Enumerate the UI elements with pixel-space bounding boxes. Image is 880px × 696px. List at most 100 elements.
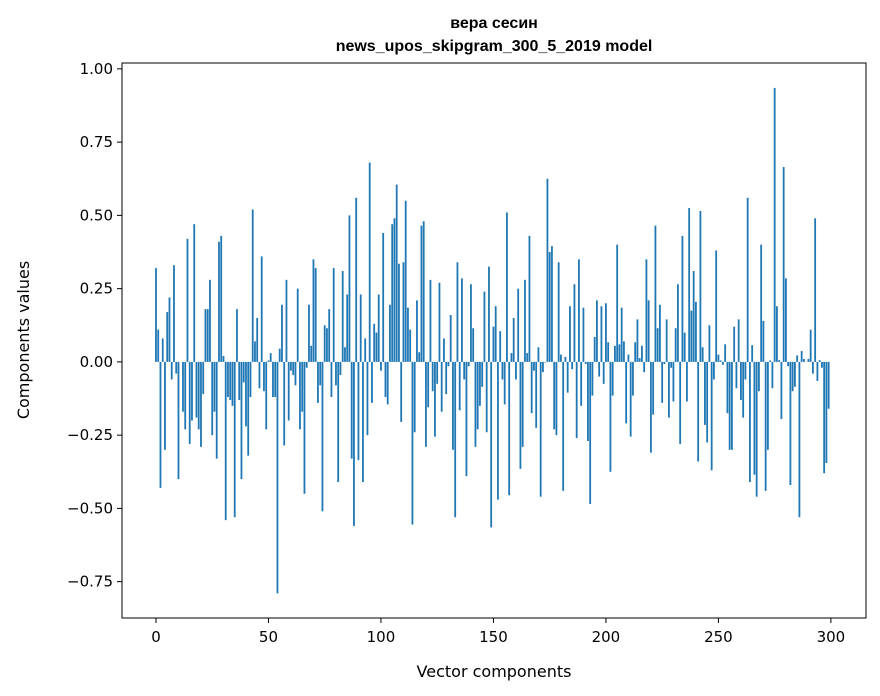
bar-141 bbox=[472, 328, 475, 362]
bar-33 bbox=[229, 361, 232, 400]
bar-91 bbox=[359, 294, 362, 362]
bar-244 bbox=[704, 361, 706, 425]
bar-68 bbox=[308, 304, 310, 362]
bar-236 bbox=[686, 361, 688, 402]
bar-165 bbox=[526, 353, 529, 362]
bar-214 bbox=[636, 319, 639, 362]
bar-270 bbox=[762, 320, 765, 362]
bar-29 bbox=[220, 235, 223, 362]
bar-269 bbox=[760, 244, 763, 362]
bar-115 bbox=[413, 361, 416, 433]
bar-28 bbox=[218, 241, 220, 362]
bar-288 bbox=[803, 358, 805, 362]
bar-120 bbox=[425, 361, 427, 447]
x-tick-label: 200 bbox=[592, 628, 621, 646]
bar-218 bbox=[645, 259, 648, 362]
bar-183 bbox=[566, 361, 569, 393]
bar-108 bbox=[398, 263, 400, 362]
bar-66 bbox=[303, 361, 306, 494]
bar-106 bbox=[393, 218, 396, 362]
bar-192 bbox=[587, 361, 589, 442]
bar-257 bbox=[733, 326, 736, 362]
bar-241 bbox=[697, 361, 700, 462]
bar-84 bbox=[344, 347, 346, 362]
bar-276 bbox=[776, 306, 778, 362]
bar-202 bbox=[609, 361, 612, 472]
bar-149 bbox=[490, 361, 493, 528]
bar-24 bbox=[209, 279, 211, 362]
bar-25 bbox=[211, 361, 214, 436]
bar-113 bbox=[409, 329, 412, 362]
bar-55 bbox=[278, 348, 281, 362]
bar-2 bbox=[159, 361, 162, 488]
bar-256 bbox=[731, 361, 733, 450]
bar-65 bbox=[301, 361, 304, 412]
chart-title-line-2: news_upos_skipgram_300_5_2019 model bbox=[336, 38, 653, 55]
bar-69 bbox=[310, 345, 313, 362]
y-tick-label: 1.00 bbox=[80, 60, 113, 78]
y-tick-label: −0.75 bbox=[67, 573, 113, 591]
bar-94 bbox=[366, 361, 369, 436]
bar-158 bbox=[510, 353, 513, 362]
bar-32 bbox=[227, 361, 229, 398]
y-tick-label: −0.50 bbox=[67, 499, 113, 517]
bar-255 bbox=[728, 361, 731, 450]
bar-14 bbox=[186, 238, 189, 362]
bar-265 bbox=[751, 345, 754, 362]
bar-82 bbox=[339, 361, 342, 376]
bar-86 bbox=[348, 215, 351, 362]
bar-128 bbox=[443, 338, 445, 362]
bar-175 bbox=[548, 252, 551, 362]
bar-298 bbox=[825, 361, 828, 463]
bar-195 bbox=[593, 336, 596, 362]
bar-252 bbox=[722, 361, 724, 365]
bar-299 bbox=[827, 361, 830, 409]
bar-213 bbox=[634, 342, 637, 362]
bar-212 bbox=[632, 361, 634, 396]
bar-0 bbox=[155, 268, 157, 362]
bar-168 bbox=[533, 361, 535, 371]
bar-62 bbox=[294, 361, 297, 386]
bar-229 bbox=[670, 361, 673, 368]
bar-22 bbox=[204, 309, 207, 362]
bar-116 bbox=[416, 300, 418, 362]
bar-242 bbox=[699, 210, 702, 362]
bar-217 bbox=[643, 361, 646, 373]
bar-161 bbox=[517, 288, 520, 362]
bar-30 bbox=[222, 356, 225, 362]
bar-230 bbox=[672, 361, 675, 402]
bar-295 bbox=[818, 360, 821, 362]
bar-127 bbox=[440, 361, 443, 412]
bar-281 bbox=[787, 361, 790, 367]
bar-219 bbox=[647, 300, 650, 362]
bar-12 bbox=[182, 361, 184, 412]
bar-172 bbox=[542, 361, 544, 373]
bar-179 bbox=[557, 262, 560, 362]
bar-119 bbox=[422, 221, 425, 362]
bar-142 bbox=[474, 361, 477, 447]
bar-271 bbox=[764, 361, 767, 491]
bar-71 bbox=[314, 268, 317, 362]
bar-34 bbox=[231, 361, 234, 406]
bar-260 bbox=[740, 361, 742, 400]
bar-152 bbox=[497, 361, 499, 500]
bar-130 bbox=[447, 361, 450, 367]
bar-282 bbox=[789, 361, 792, 485]
bar-19 bbox=[197, 361, 200, 430]
bar-167 bbox=[530, 361, 533, 414]
bar-81 bbox=[337, 361, 340, 483]
bar-185 bbox=[571, 361, 574, 370]
bar-184 bbox=[569, 306, 571, 362]
bar-98 bbox=[375, 332, 378, 362]
bar-61 bbox=[292, 361, 295, 376]
bar-208 bbox=[623, 341, 625, 362]
bar-205 bbox=[616, 244, 619, 362]
bar-80 bbox=[335, 361, 337, 386]
bar-261 bbox=[742, 361, 745, 418]
bar-126 bbox=[438, 282, 441, 362]
bar-60 bbox=[290, 361, 292, 371]
bar-225 bbox=[661, 361, 664, 403]
bar-21 bbox=[202, 361, 205, 395]
bar-197 bbox=[598, 361, 601, 377]
bar-129 bbox=[445, 361, 448, 395]
